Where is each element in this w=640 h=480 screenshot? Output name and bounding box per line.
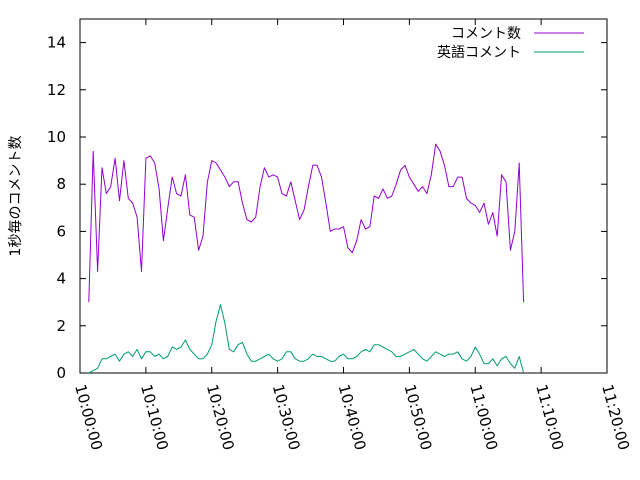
- y-tick-label: 4: [56, 270, 66, 288]
- x-tick-label: 11:10:00: [532, 382, 567, 452]
- series-line-0: [88, 143, 525, 303]
- x-tick-label: 10:20:00: [203, 382, 238, 452]
- y-tick-label: 14: [47, 34, 66, 52]
- plot-frame: [79, 18, 608, 374]
- x-axis: 10:00:00 10:10:00 10:20:00 10:30:00 10:40:00…: [71, 19, 633, 452]
- x-tick-label: 11:00:00: [466, 382, 501, 452]
- y-axis-title: 1秒毎のコメント数: [8, 136, 24, 257]
- y-axis: 0 2 4 6 8 10 12 14: [47, 34, 607, 382]
- legend-label: 英語コメント: [437, 44, 521, 61]
- y-tick-label: 12: [47, 81, 66, 99]
- y-tick-label: 0: [56, 364, 66, 382]
- legend-label: コメント数: [451, 26, 521, 42]
- y-tick-label: 8: [56, 175, 66, 193]
- series-line-1: [88, 304, 525, 374]
- x-tick-label: 10:00:00: [71, 382, 106, 452]
- x-tick-label: 10:40:00: [335, 382, 370, 452]
- x-tick-label: 11:20:00: [598, 382, 633, 452]
- y-tick-label: 10: [47, 128, 66, 146]
- x-tick-label: 10:50:00: [401, 382, 436, 452]
- x-tick-label: 10:10:00: [137, 382, 172, 452]
- series-lines: [88, 143, 525, 374]
- y-tick-label: 6: [56, 222, 66, 240]
- y-tick-label: 2: [56, 317, 66, 335]
- x-tick-label: 10:30:00: [269, 382, 304, 452]
